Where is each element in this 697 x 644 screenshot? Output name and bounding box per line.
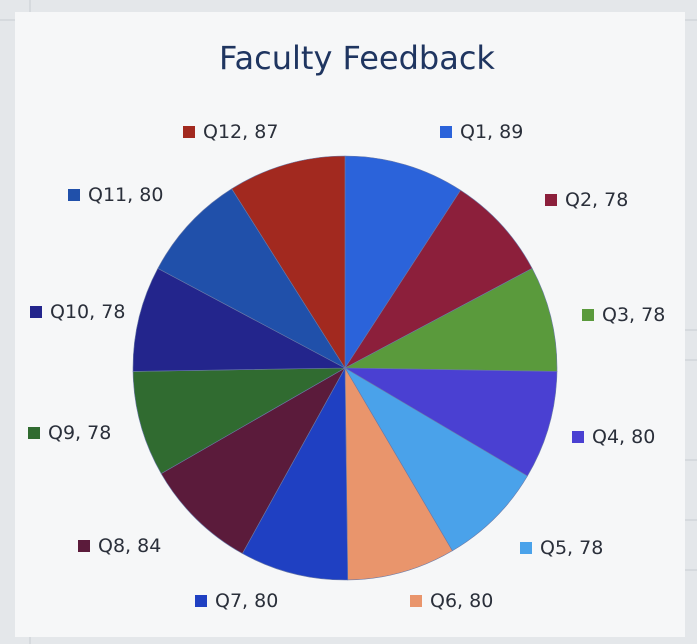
value-label: 80 (631, 426, 655, 448)
value-label: 80 (139, 184, 163, 206)
data-label: Q5, 78 (540, 537, 603, 559)
data-label: Q10, 78 (50, 301, 125, 323)
category-name: Q4 (592, 426, 619, 448)
category-name: Q2 (565, 189, 592, 211)
data-label: Q7, 80 (215, 590, 278, 612)
pie-slice (231, 155, 346, 370)
data-label: Q9, 78 (48, 422, 111, 444)
category-name: Q10 (50, 301, 89, 323)
label-separator: , (567, 537, 579, 559)
data-label: Q8, 84 (98, 535, 161, 557)
data-label: Q4, 80 (592, 426, 655, 448)
label-separator: , (619, 426, 631, 448)
value-label: 78 (87, 422, 111, 444)
label-marker (440, 126, 452, 138)
pie-slice (241, 366, 349, 581)
label-separator: , (457, 590, 469, 612)
label-separator: , (487, 121, 499, 143)
data-label: Q3, 78 (602, 304, 665, 326)
label-separator: , (592, 189, 604, 211)
label-separator: , (629, 304, 641, 326)
label-separator: , (75, 422, 87, 444)
label-separator: , (242, 121, 254, 143)
label-marker (68, 189, 80, 201)
value-label: 80 (469, 590, 493, 612)
pie-slice (160, 367, 346, 554)
category-name: Q11 (88, 184, 127, 206)
category-name: Q8 (98, 535, 125, 557)
label-marker (582, 309, 594, 321)
data-label: Q6, 80 (430, 590, 493, 612)
label-marker (183, 126, 195, 138)
pie-slice (344, 155, 461, 370)
pie-slice (132, 367, 346, 475)
label-marker (410, 595, 422, 607)
value-label: 84 (137, 535, 161, 557)
data-label: Q2, 78 (565, 189, 628, 211)
pie-slice (344, 267, 558, 372)
pie-slice (132, 267, 346, 372)
pie-slice (157, 188, 346, 369)
category-name: Q7 (215, 590, 242, 612)
pie-slice (343, 367, 558, 477)
data-label: Q12, 87 (203, 121, 278, 143)
value-label: 87 (254, 121, 278, 143)
value-label: 80 (254, 590, 278, 612)
category-name: Q6 (430, 590, 457, 612)
pie-slice (344, 367, 528, 552)
value-label: 89 (499, 121, 523, 143)
label-marker (78, 540, 90, 552)
label-marker (195, 595, 207, 607)
value-label: 78 (579, 537, 603, 559)
label-separator: , (127, 184, 139, 206)
pie-slice (344, 189, 533, 369)
label-marker (30, 306, 42, 318)
label-separator: , (242, 590, 254, 612)
category-name: Q5 (540, 537, 567, 559)
category-name: Q12 (203, 121, 242, 143)
label-separator: , (125, 535, 137, 557)
chart-title: Faculty Feedback (219, 39, 495, 77)
value-label: 78 (604, 189, 628, 211)
label-marker (28, 427, 40, 439)
data-label: Q11, 80 (88, 184, 163, 206)
label-marker (545, 194, 557, 206)
value-label: 78 (101, 301, 125, 323)
category-name: Q1 (460, 121, 487, 143)
value-label: 78 (641, 304, 665, 326)
label-marker (520, 542, 532, 554)
pie-slice (344, 366, 453, 581)
label-separator: , (89, 301, 101, 323)
category-name: Q9 (48, 422, 75, 444)
category-name: Q3 (602, 304, 629, 326)
label-marker (572, 431, 584, 443)
data-label: Q1, 89 (460, 121, 523, 143)
